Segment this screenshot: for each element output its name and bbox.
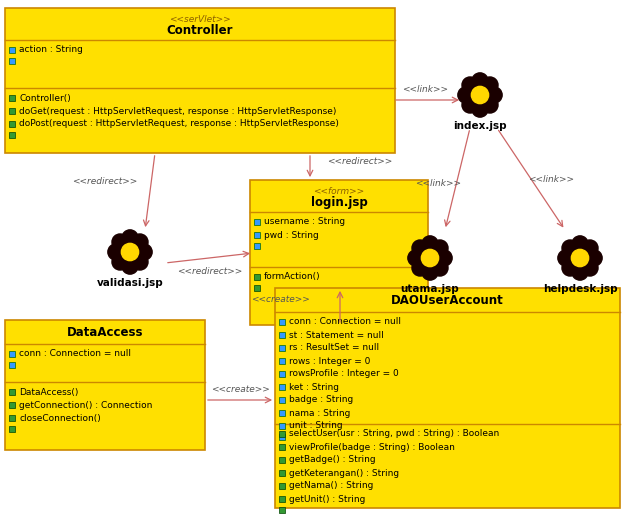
Bar	[5, 8, 395, 153]
Circle shape	[422, 264, 438, 280]
Text: <<redirect>>: <<redirect>>	[177, 266, 243, 276]
Text: <<redirect>>: <<redirect>>	[72, 177, 138, 187]
Text: <<link>>: <<link>>	[415, 178, 461, 188]
Circle shape	[458, 87, 474, 103]
Text: <<create>>: <<create>>	[211, 386, 269, 395]
Circle shape	[412, 240, 428, 256]
Text: badge : String: badge : String	[289, 395, 353, 405]
Circle shape	[572, 264, 588, 280]
Circle shape	[408, 250, 424, 266]
Text: getConnection() : Connection: getConnection() : Connection	[19, 400, 152, 410]
Circle shape	[112, 254, 128, 270]
Text: unit : String: unit : String	[289, 421, 343, 431]
Text: Controller: Controller	[167, 24, 233, 37]
Text: <<link>>: <<link>>	[402, 85, 448, 95]
Text: index.jsp: index.jsp	[453, 121, 507, 131]
Text: <<link>>: <<link>>	[528, 175, 574, 185]
Text: viewProfile(badge : String) : Boolean: viewProfile(badge : String) : Boolean	[289, 443, 455, 451]
Circle shape	[112, 234, 128, 250]
Circle shape	[436, 250, 452, 266]
Circle shape	[422, 236, 438, 252]
Text: rowsProfile : Integer = 0: rowsProfile : Integer = 0	[289, 370, 399, 378]
Circle shape	[472, 101, 488, 117]
Circle shape	[462, 97, 478, 113]
Text: <<redirect>>: <<redirect>>	[327, 157, 392, 167]
Text: rs : ResultSet = null: rs : ResultSet = null	[289, 343, 379, 353]
Circle shape	[582, 260, 598, 276]
Text: getBadge() : String: getBadge() : String	[289, 455, 376, 465]
Text: ket : String: ket : String	[289, 382, 339, 392]
Circle shape	[571, 249, 589, 267]
Circle shape	[558, 250, 574, 266]
Text: <<form>>: <<form>>	[313, 187, 365, 196]
Circle shape	[562, 240, 578, 256]
Text: selectUser(usr : String, pwd : String) : Boolean: selectUser(usr : String, pwd : String) :…	[289, 430, 499, 438]
Text: DataAccess: DataAccess	[67, 326, 143, 339]
Circle shape	[122, 258, 138, 274]
Text: conn : Connection = null: conn : Connection = null	[19, 350, 131, 358]
Circle shape	[472, 73, 488, 89]
Circle shape	[482, 97, 498, 113]
Bar	[250, 180, 428, 325]
Circle shape	[582, 240, 598, 256]
Text: doGet(request : HttpServletRequest, response : HttpServletResponse): doGet(request : HttpServletRequest, resp…	[19, 106, 337, 116]
Text: doPost(request : HttpServletRequest, response : HttpServletResponse): doPost(request : HttpServletRequest, res…	[19, 119, 339, 128]
Bar	[275, 288, 620, 508]
Text: closeConnection(): closeConnection()	[19, 413, 101, 423]
Text: getNama() : String: getNama() : String	[289, 482, 374, 490]
Circle shape	[132, 254, 148, 270]
Text: utama.jsp: utama.jsp	[401, 284, 459, 294]
Text: DAOUserAccount: DAOUserAccount	[391, 294, 504, 307]
Circle shape	[586, 250, 602, 266]
Circle shape	[486, 87, 502, 103]
Circle shape	[412, 260, 428, 276]
Text: nama : String: nama : String	[289, 409, 350, 417]
Circle shape	[471, 86, 489, 104]
Circle shape	[108, 244, 124, 260]
Circle shape	[421, 249, 438, 267]
Circle shape	[562, 260, 578, 276]
Text: helpdesk.jsp: helpdesk.jsp	[543, 284, 617, 294]
Circle shape	[462, 77, 478, 93]
Circle shape	[482, 77, 498, 93]
Circle shape	[432, 260, 448, 276]
Text: getUnit() : String: getUnit() : String	[289, 494, 365, 504]
Text: rows : Integer = 0: rows : Integer = 0	[289, 357, 370, 365]
Bar	[5, 320, 205, 450]
Text: conn : Connection = null: conn : Connection = null	[289, 318, 401, 326]
Circle shape	[121, 243, 138, 261]
Circle shape	[132, 234, 148, 250]
Circle shape	[136, 244, 152, 260]
Text: pwd : String: pwd : String	[264, 230, 319, 240]
Text: <<create>>: <<create>>	[250, 296, 309, 304]
Text: DataAccess(): DataAccess()	[19, 388, 79, 396]
Text: Controller(): Controller()	[19, 94, 70, 102]
Circle shape	[572, 236, 588, 252]
Circle shape	[122, 230, 138, 246]
Text: username : String: username : String	[264, 217, 345, 227]
Text: formAction(): formAction()	[264, 272, 321, 282]
Text: login.jsp: login.jsp	[311, 196, 367, 209]
Text: <<serVlet>>: <<serVlet>>	[169, 15, 231, 24]
Text: st : Statement = null: st : Statement = null	[289, 331, 384, 340]
Text: validasi.jsp: validasi.jsp	[97, 278, 164, 288]
Circle shape	[432, 240, 448, 256]
Text: action : String: action : String	[19, 46, 83, 54]
Text: getKeterangan() : String: getKeterangan() : String	[289, 468, 399, 478]
